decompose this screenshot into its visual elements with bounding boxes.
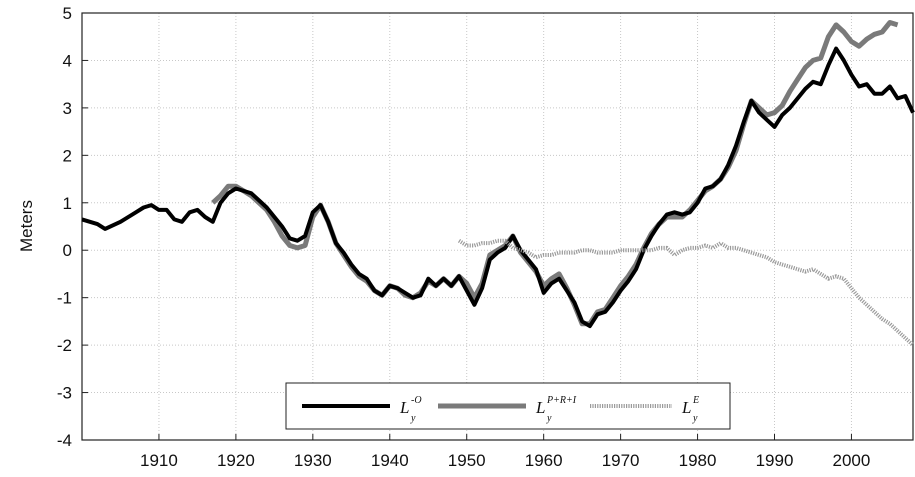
legend-label-sup: P+R+I <box>546 395 577 406</box>
plot-frame <box>81 12 914 441</box>
y-tick-label: 4 <box>63 51 72 70</box>
legend-label-sup: -O <box>411 395 422 406</box>
series-estimate-line <box>457 238 915 347</box>
legend-label-sub: y <box>410 413 416 424</box>
y-tick-label: -2 <box>57 336 72 355</box>
legend-label: L <box>399 398 409 417</box>
y-tick-label: -1 <box>57 289 72 308</box>
y-tick-label: 2 <box>63 146 72 165</box>
grid <box>82 13 913 440</box>
series-prediction-line <box>211 20 899 327</box>
x-tick-label: 1990 <box>756 451 794 470</box>
legend-label-sub: y <box>546 413 552 424</box>
x-tick-label: 2000 <box>833 451 871 470</box>
legend-label: L <box>681 398 691 417</box>
x-tick-label: 1970 <box>602 451 640 470</box>
legend-label: L <box>535 398 545 417</box>
y-axis-label: Meters <box>17 200 36 252</box>
ticks: -4 -3 -2 -1 0 1 2 3 4 5 1910 1920 1930 1940 1950 1960 19… <box>57 4 870 470</box>
x-tick-label: 1910 <box>140 451 178 470</box>
series-observed-line <box>81 46 915 329</box>
legend: L -OyL P+R+IyL Ey <box>285 382 731 430</box>
x-tick-label: 1960 <box>525 451 563 470</box>
x-tick-label: 1920 <box>217 451 255 470</box>
y-tick-label: -4 <box>57 431 72 450</box>
x-tick-label: 1930 <box>294 451 332 470</box>
x-tick-label: 1950 <box>448 451 486 470</box>
x-tick-label: 1980 <box>679 451 717 470</box>
series-layer <box>81 20 915 347</box>
y-tick-label: 1 <box>63 194 72 213</box>
x-tick-label: 1940 <box>371 451 409 470</box>
y-tick-label: 3 <box>63 99 72 118</box>
legend-label-sub: y <box>692 413 698 424</box>
y-tick-label: 0 <box>63 241 72 260</box>
y-tick-label: 5 <box>63 4 72 23</box>
y-tick-label: -3 <box>57 384 72 403</box>
legend-label-sup: E <box>692 395 699 406</box>
